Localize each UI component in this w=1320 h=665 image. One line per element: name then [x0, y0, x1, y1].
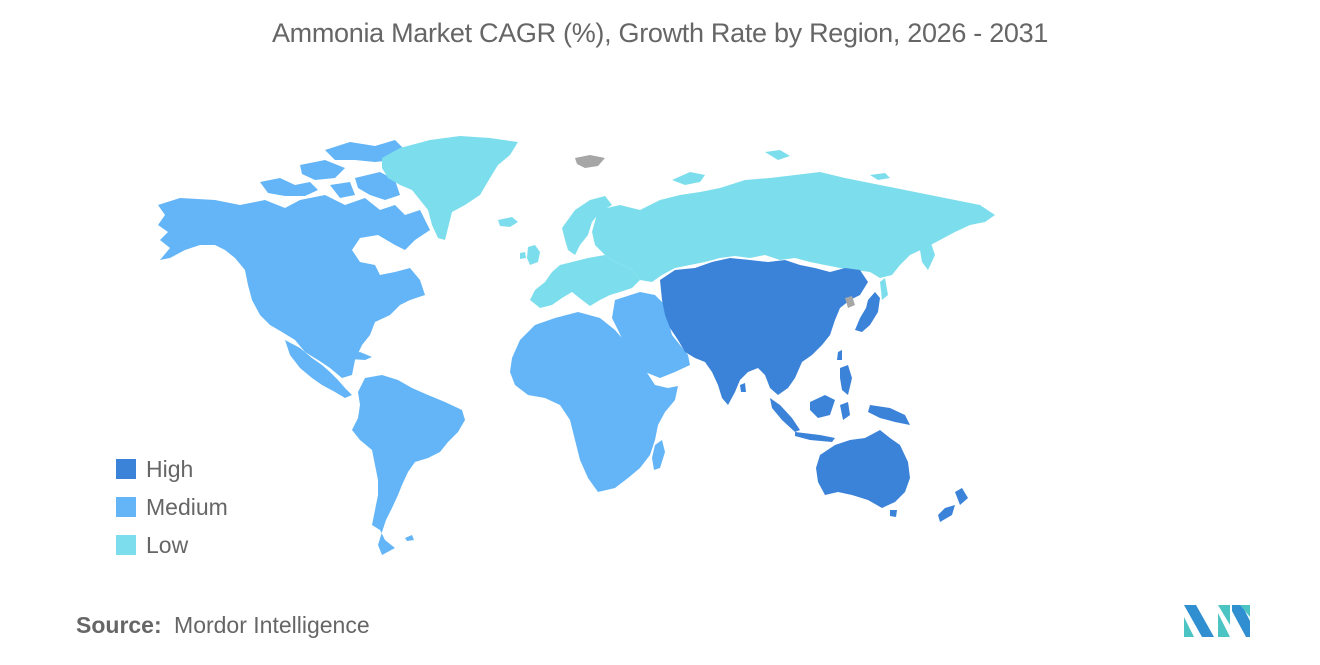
legend-swatch-medium: [116, 497, 136, 517]
legend-item-medium: Medium: [116, 488, 228, 526]
chart-title: Ammonia Market CAGR (%), Growth Rate by …: [271, 18, 1049, 48]
legend-swatch-low: [116, 535, 136, 555]
legend-label: High: [146, 455, 194, 482]
legend-item-high: High: [116, 450, 228, 488]
legend: High Medium Low: [116, 450, 228, 564]
region-south-america: [352, 375, 465, 555]
source-prefix: Source:: [76, 612, 162, 638]
legend-item-low: Low: [116, 526, 228, 564]
legend-swatch-high: [116, 459, 136, 479]
region-north-korea: [845, 296, 855, 308]
region-north-america: [158, 140, 430, 398]
region-middle-east-africa: [510, 292, 690, 492]
region-russia: [592, 150, 995, 300]
source-attribution: Source: Mordor Intelligence: [76, 612, 370, 639]
region-greenland: [382, 136, 518, 240]
region-asia-pacific: [660, 258, 968, 522]
mordor-intelligence-logo-icon: [1184, 605, 1250, 637]
legend-label: Low: [146, 531, 189, 558]
legend-label: Medium: [146, 493, 228, 520]
region-svalbard: [575, 155, 605, 168]
source-name: Mordor Intelligence: [174, 612, 370, 638]
